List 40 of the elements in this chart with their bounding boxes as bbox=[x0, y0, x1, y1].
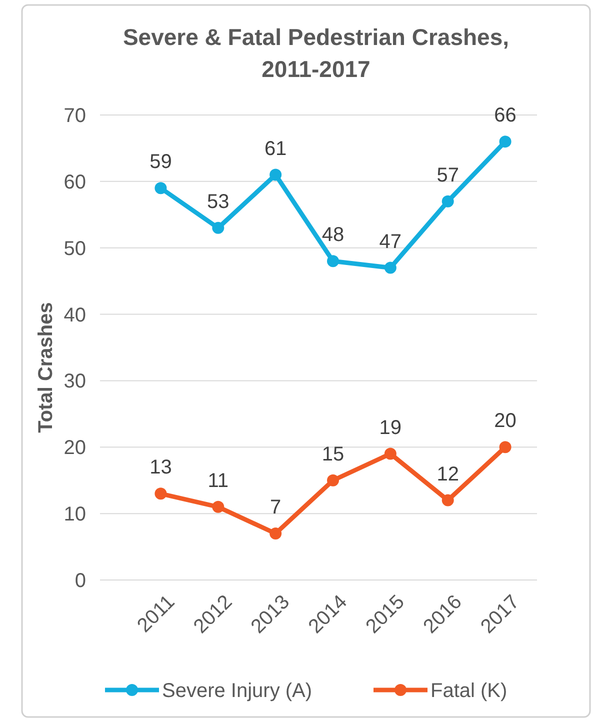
data-label: 12 bbox=[436, 463, 459, 486]
point bbox=[212, 500, 224, 513]
y-tick-label: 60 bbox=[64, 171, 86, 194]
data-label: 61 bbox=[264, 138, 287, 160]
chart-title: Severe & Fatal Pedestrian Crashes, 2011-2017 bbox=[122, 24, 510, 82]
point bbox=[270, 168, 282, 181]
data-label: 59 bbox=[150, 151, 172, 174]
data-label: 13 bbox=[150, 456, 172, 479]
point bbox=[384, 448, 396, 460]
point bbox=[154, 182, 167, 194]
point bbox=[327, 255, 339, 268]
data-label: 15 bbox=[322, 443, 344, 466]
y-tick-label: 0 bbox=[74, 570, 86, 592]
y-axis-title: Total Crashes bbox=[35, 302, 57, 433]
point bbox=[499, 136, 512, 148]
point bbox=[384, 262, 396, 274]
legend-label: Severe Injury (A) bbox=[162, 680, 312, 702]
point bbox=[327, 474, 339, 486]
y-tick-label: 20 bbox=[64, 437, 86, 460]
y-tick-label: 10 bbox=[64, 504, 86, 526]
point bbox=[499, 441, 512, 454]
point bbox=[442, 195, 454, 208]
point bbox=[154, 488, 167, 500]
data-label: 7 bbox=[270, 496, 282, 518]
data-label: 48 bbox=[322, 224, 344, 246]
point bbox=[270, 528, 282, 540]
y-tick-label: 70 bbox=[64, 105, 86, 127]
data-label: 19 bbox=[379, 416, 402, 439]
data-label: 47 bbox=[379, 230, 402, 253]
point bbox=[442, 494, 454, 506]
data-label: 57 bbox=[436, 164, 459, 186]
data-label: 66 bbox=[494, 104, 516, 127]
y-tick-label: 30 bbox=[64, 370, 86, 393]
data-label: 11 bbox=[208, 470, 229, 492]
data-label: 53 bbox=[207, 190, 230, 213]
legend-label: Fatal (K) bbox=[430, 680, 508, 702]
y-tick-label: 40 bbox=[64, 304, 86, 326]
y-tick-label: 50 bbox=[64, 238, 86, 260]
data-label: 20 bbox=[494, 410, 516, 432]
point bbox=[212, 222, 224, 234]
